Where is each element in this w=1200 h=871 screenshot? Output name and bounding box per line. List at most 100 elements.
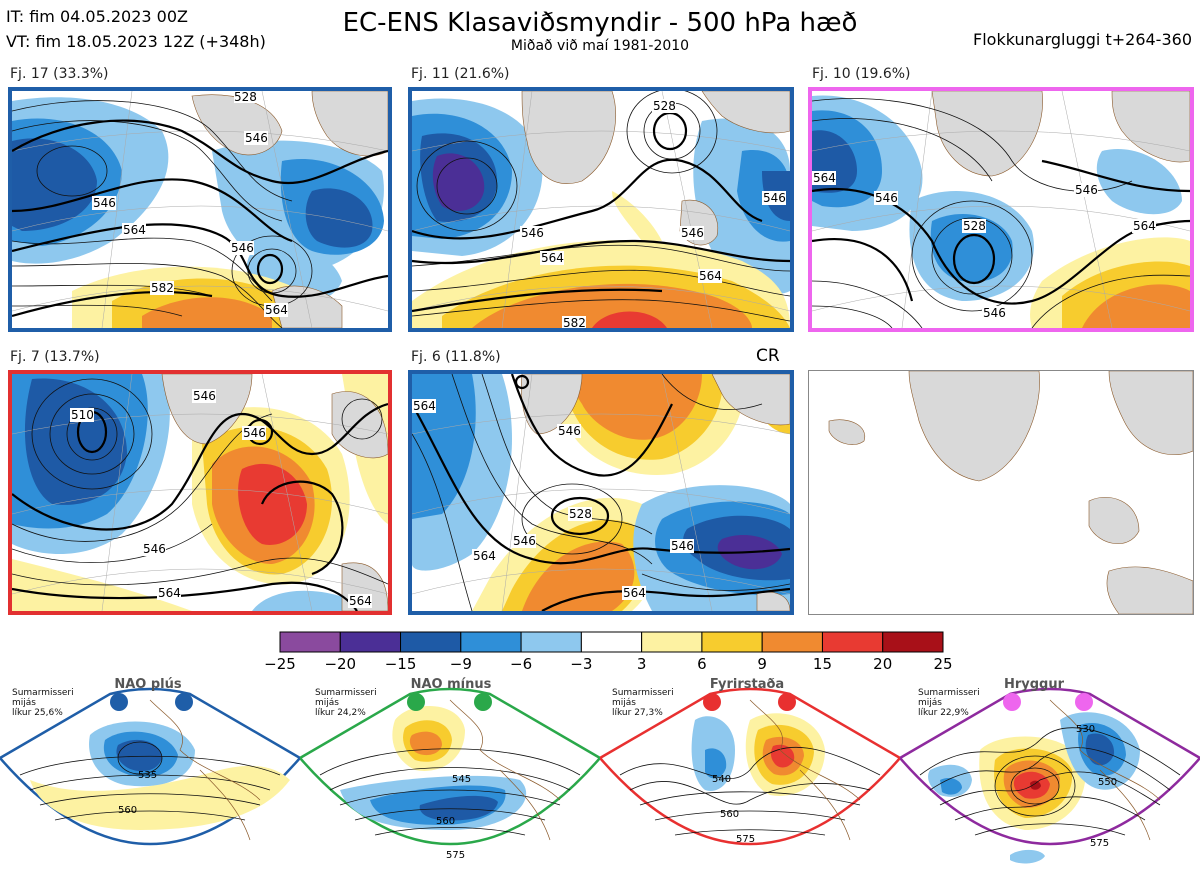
colorbar-tick-label: −6 [510,655,533,673]
contour-label: 510 [71,408,94,422]
regime-title-blocking: Fyrirstaða [709,677,785,692]
colorbar-segment [339,631,402,653]
colorbar-tick-label: 15 [812,655,832,673]
colorbar-tick-label: −20 [324,655,357,673]
regime-map-ridge: 530 550 575 [900,687,1200,864]
contour-label: 546 [1075,183,1098,197]
contour-label: 575 [446,850,465,861]
contour-label: 564 [123,223,146,237]
contour-label: 575 [1090,838,1109,849]
regime-dot-blocking [778,693,796,711]
contour-label: 545 [452,774,471,785]
colorbar-tick-label: 25 [933,655,953,673]
colorbar-tick-label: −25 [264,655,296,673]
cluster-5-label: Fj. 6 (11.8%) [411,349,501,365]
regime-map-nao-minus: 545 560 575 [300,687,600,861]
colorbar-tick-label: −15 [384,655,417,673]
colorbar-tick-label: 3 [636,655,647,673]
colorbar-segment [580,631,643,653]
cluster-map-2: 528 546 546 564 564 582 546 [408,87,794,332]
regime-dot-nao-minus [474,693,492,711]
contour-label: 546 [513,534,536,548]
cluster-map-4: 510 546 546 546 564 564 [8,370,392,615]
colorbar-tick-label: −9 [449,655,472,673]
colorbar-segment [641,631,703,653]
regime-dot-nao-plus [175,693,193,711]
contour-label: 546 [983,306,1006,320]
contour-label: 564 [413,399,436,413]
contour-label: 546 [93,196,116,210]
regime-dot-nao-minus [407,693,425,711]
cluster-1-label: Fj. 17 (33.3%) [10,66,109,82]
regime-dot-ridge [1075,693,1093,711]
colorbar-tick-label: 9 [757,655,767,673]
valid-time: VT: fim 18.05.2023 12Z (+348h) [6,32,266,51]
contour-label: 564 [473,549,496,563]
contour-label: 564 [541,251,564,265]
contour-label: 540 [712,774,731,785]
cluster-map-1: 528 546 546 564 546 582 564 [8,87,392,332]
contour-label: 546 [193,389,216,403]
contour-label: 546 [243,426,266,440]
contour-label: 564 [265,303,288,317]
contour-label: 546 [681,226,704,240]
colorbar-segment [821,631,884,653]
contour-label: 546 [671,539,694,553]
contour-label: 528 [653,99,676,113]
contour-label: 560 [118,805,137,816]
contour-label: 528 [234,91,257,104]
contour-label: 582 [151,281,174,295]
contour-label: 546 [875,191,898,205]
classification-window: Flokkunargluggi t+264-360 [973,30,1192,49]
contour-label: 564 [158,586,181,600]
contour-label: 564 [699,269,722,283]
regime-title-nao-minus: NAO mínus [410,677,492,692]
contour-label: 530 [1076,724,1095,735]
reference-map [808,370,1194,615]
cluster-4-label: Fj. 7 (13.7%) [10,349,100,365]
contour-label: 550 [1098,777,1117,788]
contour-label: 528 [569,507,592,521]
colorbar-segment [761,631,823,653]
contour-label: 564 [349,594,372,608]
contour-label: 546 [521,226,544,240]
cluster-3-label: Fj. 10 (19.6%) [812,66,911,82]
regime-dot-blocking [703,693,721,711]
contour-label: 546 [763,191,786,205]
colorbar-tick-label: 20 [873,655,893,673]
colorbar-segment [520,631,582,653]
regime-info-ridge: Sumarmisseri mijás líkur 22,9% [918,688,980,718]
contour-label: 546 [558,424,581,438]
regime-map-blocking: 540 560 575 [600,687,900,846]
page-subtitle: Miðað við maí 1981-2010 [510,38,690,54]
colorbar [279,631,944,653]
colorbar-tick-label: −3 [570,655,593,673]
colorbar-segment [400,631,462,653]
regime-title-nao-plus: NAO plús [114,677,182,692]
contour-label: 564 [813,171,836,185]
cluster-2-label: Fj. 11 (21.6%) [411,66,510,82]
contour-label: 528 [963,219,986,233]
contour-label: 582 [563,316,586,328]
cluster-map-5: 564 546 528 546 546 564 564 [408,370,794,615]
contour-label: 546 [143,542,166,556]
page-title: EC-ENS Klasaviðsmyndir - 500 hPa hæð [342,8,858,38]
colorbar-segment [882,631,944,653]
colorbar-segment [279,631,341,653]
colorbar-segment [701,631,763,653]
cr-label: CR [756,346,780,366]
run-info: IT: fim 04.05.2023 00Z VT: fim 18.05.202… [6,4,266,54]
contour-label: 546 [245,131,268,145]
contour-label: 564 [1133,219,1156,233]
regime-info-nao-plus: Sumarmisseri mijás líkur 25,6% [12,688,74,718]
regime-info-nao-minus: Sumarmisseri mijás líkur 24,2% [315,688,377,718]
regime-info-blocking: Sumarmisseri mijás líkur 27,3% [612,688,674,718]
cluster-map-3: 528 546 546 564 546 564 [808,87,1194,332]
regime-dot-ridge [1003,693,1021,711]
contour-label: 546 [231,241,254,255]
colorbar-segment [460,631,522,653]
contour-label: 560 [436,816,455,827]
contour-label: 560 [720,809,739,820]
regime-map-nao-plus: 535 560 [0,687,300,846]
colorbar-tick-label: 6 [697,655,707,673]
